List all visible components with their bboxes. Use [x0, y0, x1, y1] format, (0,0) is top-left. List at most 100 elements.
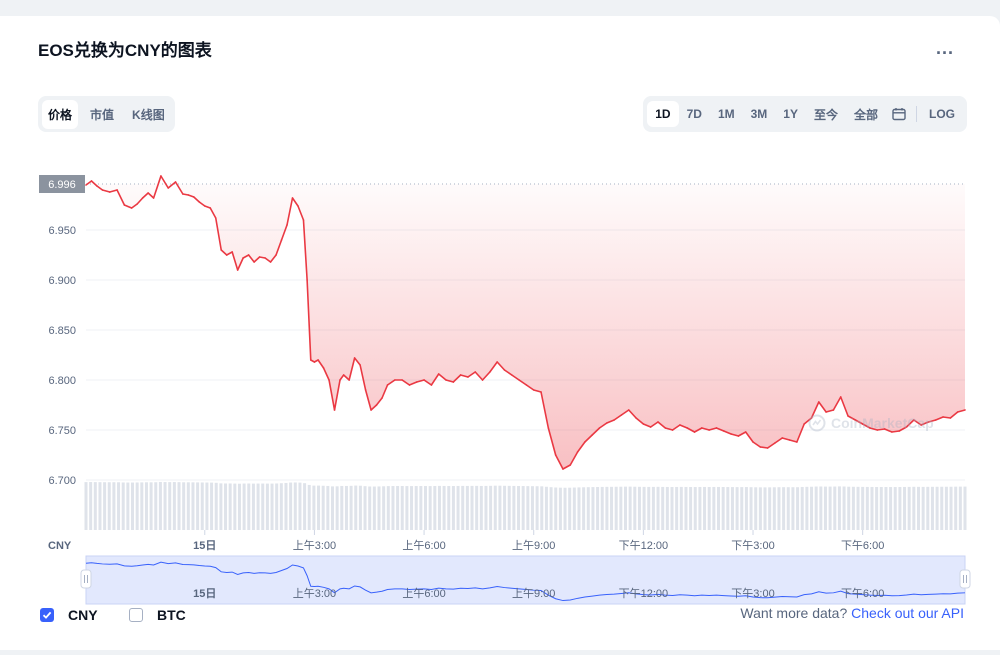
cny-toggle[interactable]: CNY	[40, 607, 98, 623]
price-line-segment	[934, 416, 944, 421]
volume-bar	[679, 486, 683, 530]
volume-bar	[758, 487, 762, 530]
volume-bar	[507, 485, 511, 530]
price-line-segment	[182, 193, 190, 196]
volume-bar	[921, 486, 925, 530]
volume-bar	[814, 486, 818, 530]
price-line-segment	[949, 411, 959, 419]
calendar-icon[interactable]	[886, 107, 912, 121]
volume-bar	[163, 482, 167, 530]
volume-bar	[368, 486, 372, 530]
volume-bar	[884, 486, 888, 530]
price-line-segment	[927, 419, 937, 423]
price-line-segment	[620, 409, 630, 416]
volume-bar	[261, 483, 265, 530]
cny-checkbox[interactable]	[40, 608, 54, 622]
volume-bar	[903, 486, 907, 530]
price-line-segment	[861, 423, 871, 429]
price-line-segment	[715, 427, 725, 432]
volume-bar	[451, 486, 455, 530]
price-line-segment	[108, 189, 118, 193]
volume-bar	[912, 486, 916, 530]
volume-bar	[605, 486, 609, 530]
range-1y[interactable]: 1Y	[783, 107, 798, 121]
volume-bar	[842, 486, 846, 530]
volume-bar	[749, 487, 753, 530]
y-tick-label: 6.700	[48, 475, 76, 487]
volume-bar	[344, 485, 348, 530]
range-all[interactable]: 全部	[853, 107, 878, 122]
volume-bar	[330, 486, 334, 530]
y-tick-label: 6.950	[48, 225, 76, 237]
volume-bar	[572, 487, 576, 530]
coinmarketcap-logo-icon	[808, 414, 826, 432]
range-ytd[interactable]: 至今	[813, 107, 838, 122]
price-line-segment	[280, 224, 288, 241]
x-tick-label: 下午3:00	[731, 539, 774, 552]
volume-bar	[949, 486, 953, 530]
price-line-segment	[525, 384, 535, 391]
range-3m[interactable]: 3M	[750, 107, 768, 121]
price-line-segment	[532, 389, 542, 393]
tab-candlestick[interactable]: K线图	[132, 107, 165, 122]
more-options-button[interactable]: ...	[936, 38, 955, 58]
tab-market-cap[interactable]: 市值	[90, 107, 115, 122]
volume-bar	[275, 483, 279, 530]
range-1d[interactable]: 1D	[647, 101, 679, 127]
api-link[interactable]: Check out our API	[851, 605, 964, 621]
price-line-segment	[364, 389, 372, 411]
price-line-segment	[375, 397, 383, 406]
volume-bar	[661, 486, 665, 530]
price-line-segment	[96, 185, 104, 191]
volume-bar	[675, 486, 679, 530]
navigator-tick-label: 上午3:00	[293, 587, 336, 600]
btc-toggle[interactable]: BTC	[129, 607, 186, 623]
volume-bar	[437, 485, 441, 530]
volume-bar	[517, 485, 521, 530]
volume-bar	[535, 486, 539, 530]
price-line-segment	[258, 256, 266, 259]
volume-bar	[642, 486, 646, 530]
price-line-segment	[496, 361, 506, 371]
range-1m[interactable]: 1M	[717, 107, 735, 121]
price-line-segment	[781, 437, 791, 441]
price-line-segment	[474, 371, 484, 381]
log-scale-button[interactable]: LOG	[929, 107, 955, 121]
navigator-left-handle[interactable]	[80, 569, 92, 589]
price-line-segment	[664, 427, 674, 431]
volume-bar	[237, 483, 241, 530]
volume-bar	[470, 485, 474, 530]
price-line-segment	[693, 427, 703, 433]
volume-bar	[182, 482, 186, 530]
price-line-segment	[401, 379, 411, 386]
price-line-segment	[415, 379, 425, 383]
volume-bar	[600, 486, 604, 530]
price-line-segment	[174, 181, 184, 195]
volume-bar	[98, 482, 102, 530]
price-line-segment	[381, 384, 389, 399]
price-line-segment	[90, 180, 98, 187]
volume-bar	[670, 486, 674, 530]
x-tick-label: 上午3:00	[293, 539, 336, 552]
price-line-segment	[503, 369, 513, 376]
volume-bar	[856, 486, 860, 530]
volume-bar	[200, 482, 204, 530]
price-line-segment	[591, 427, 601, 436]
navigator-right-handle[interactable]	[959, 569, 971, 589]
price-line-segment	[348, 357, 356, 381]
volume-bar	[586, 487, 590, 530]
volume-bar	[712, 486, 716, 530]
range-7d[interactable]: 7D	[686, 107, 702, 121]
watermark-text: CoinMarketCap	[831, 415, 934, 431]
volume-bar	[665, 486, 669, 530]
btc-checkbox[interactable]	[129, 608, 143, 622]
price-line-segment	[481, 371, 491, 381]
price-line-segment	[818, 401, 827, 413]
tab-price[interactable]: 价格	[42, 99, 79, 129]
volume-bar	[689, 486, 693, 530]
volume-bar	[684, 486, 688, 530]
price-line-segment	[759, 446, 769, 449]
volume-bar	[633, 486, 637, 530]
navigator-tick-label: 下午3:00	[731, 587, 774, 600]
